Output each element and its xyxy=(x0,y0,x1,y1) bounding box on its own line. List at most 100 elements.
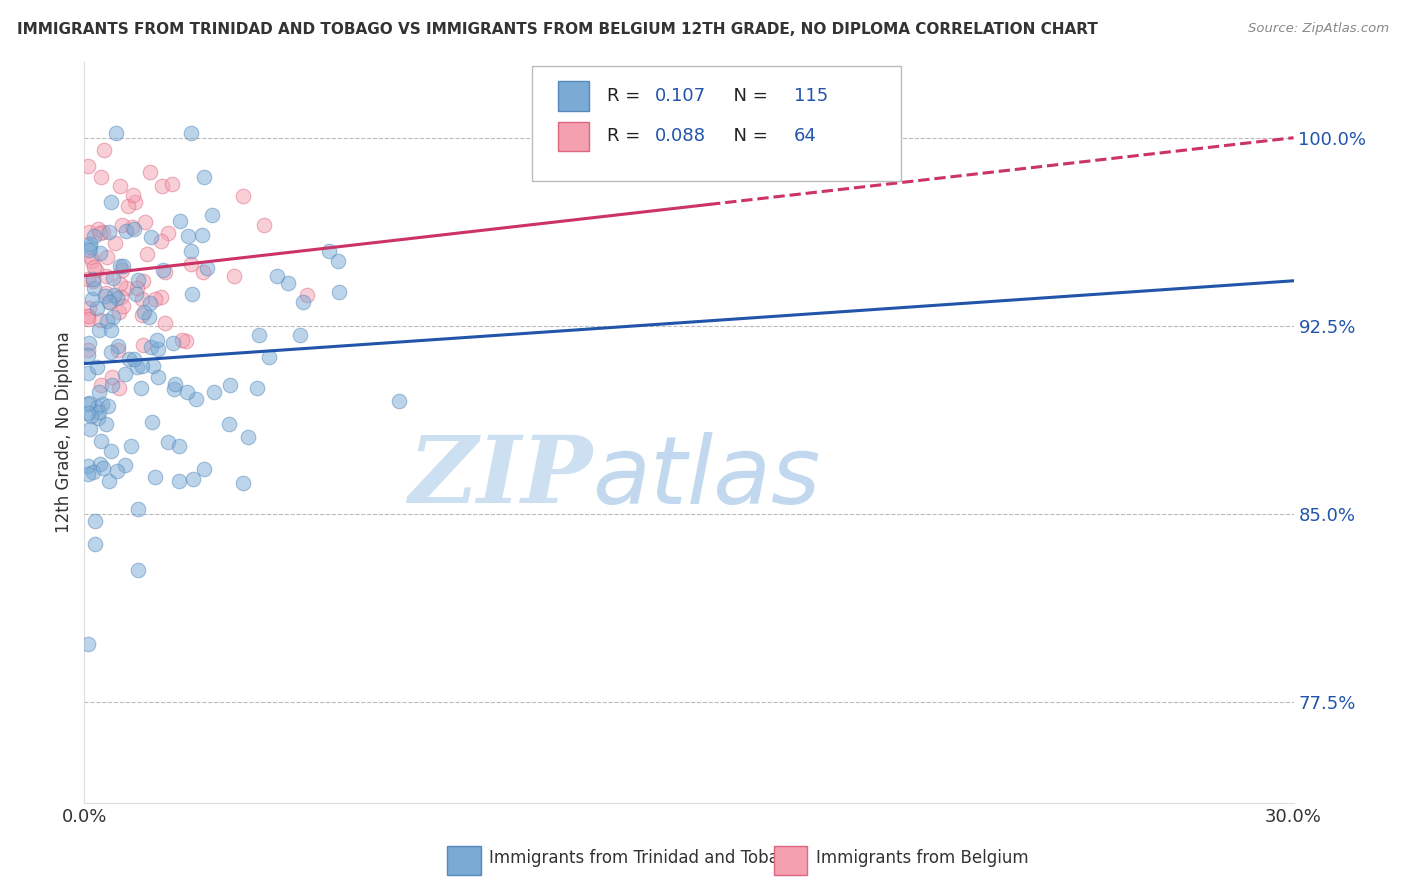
Point xyxy=(87,411,110,425)
FancyBboxPatch shape xyxy=(531,66,901,181)
Point xyxy=(101,271,124,285)
Point xyxy=(79,240,101,254)
Point xyxy=(90,378,112,392)
Point xyxy=(86,301,108,316)
Point xyxy=(138,310,160,325)
Point xyxy=(108,179,131,194)
Point xyxy=(236,430,259,444)
Point xyxy=(125,360,148,375)
Point xyxy=(98,226,121,240)
Point xyxy=(139,230,162,244)
Point xyxy=(89,312,111,326)
Point xyxy=(122,351,145,366)
Point xyxy=(87,385,110,400)
Text: N =: N = xyxy=(721,87,773,104)
Point xyxy=(77,397,100,411)
Point xyxy=(77,301,100,315)
Point xyxy=(143,470,166,484)
Point xyxy=(108,381,131,395)
Point xyxy=(84,537,107,551)
Point xyxy=(100,323,122,337)
Point xyxy=(141,415,163,429)
Point xyxy=(163,383,186,397)
Point xyxy=(100,344,122,359)
Point xyxy=(83,281,105,295)
Point xyxy=(110,290,132,304)
Point xyxy=(146,334,169,348)
Point xyxy=(100,194,122,209)
Point xyxy=(139,340,162,354)
Text: ZIP: ZIP xyxy=(408,432,592,522)
Point xyxy=(388,393,411,408)
Point xyxy=(153,316,176,330)
Point xyxy=(232,476,254,491)
Point xyxy=(111,259,134,273)
Point xyxy=(125,281,148,295)
Point xyxy=(167,474,190,488)
Point xyxy=(103,288,125,302)
Point xyxy=(224,269,246,284)
Point xyxy=(232,188,254,202)
Point xyxy=(167,439,190,453)
Point xyxy=(80,251,103,265)
Point xyxy=(195,261,218,276)
Point xyxy=(77,159,100,173)
Point xyxy=(93,143,115,157)
Point xyxy=(176,384,198,399)
Point xyxy=(134,214,156,228)
Point xyxy=(253,218,276,232)
Point xyxy=(288,327,311,342)
Point xyxy=(111,218,134,232)
Point xyxy=(82,271,104,285)
Point xyxy=(101,310,124,324)
Point xyxy=(111,263,134,277)
Text: R =: R = xyxy=(607,87,645,104)
Point xyxy=(101,370,124,384)
Point xyxy=(94,417,117,431)
Text: Immigrants from Trinidad and Tobago: Immigrants from Trinidad and Tobago xyxy=(489,849,800,867)
Point xyxy=(77,310,100,324)
Point xyxy=(87,222,110,236)
Point xyxy=(127,273,149,287)
Point xyxy=(136,246,159,260)
Text: 115: 115 xyxy=(794,87,828,104)
Point xyxy=(146,370,169,384)
Text: Immigrants from Belgium: Immigrants from Belgium xyxy=(815,849,1029,867)
Point xyxy=(127,501,149,516)
Point xyxy=(90,397,112,411)
Point xyxy=(191,227,214,242)
Point xyxy=(180,287,202,301)
Point xyxy=(146,342,169,356)
Point xyxy=(246,381,269,395)
Point xyxy=(98,294,121,309)
Point xyxy=(162,335,184,350)
Point xyxy=(77,272,100,286)
Point xyxy=(129,380,152,394)
Point xyxy=(153,265,176,279)
Point xyxy=(191,264,214,278)
Point xyxy=(105,291,128,305)
Point xyxy=(328,285,350,299)
Point xyxy=(174,334,197,349)
Point xyxy=(247,328,270,343)
Point xyxy=(131,308,153,322)
Point xyxy=(181,472,204,486)
Point xyxy=(86,400,108,414)
Point xyxy=(89,434,111,449)
Point xyxy=(94,285,117,300)
Point xyxy=(297,288,319,302)
Point xyxy=(100,378,122,392)
Point xyxy=(134,305,156,319)
Point xyxy=(77,467,100,482)
Point xyxy=(266,268,288,283)
Point xyxy=(82,274,104,288)
Point xyxy=(108,277,131,291)
Point xyxy=(117,352,139,367)
Y-axis label: 12th Grade, No Diploma: 12th Grade, No Diploma xyxy=(55,332,73,533)
Text: 0.107: 0.107 xyxy=(655,87,706,104)
Point xyxy=(108,305,131,319)
Point xyxy=(91,460,114,475)
FancyBboxPatch shape xyxy=(558,81,589,111)
Point xyxy=(80,409,103,423)
Point xyxy=(79,237,101,252)
